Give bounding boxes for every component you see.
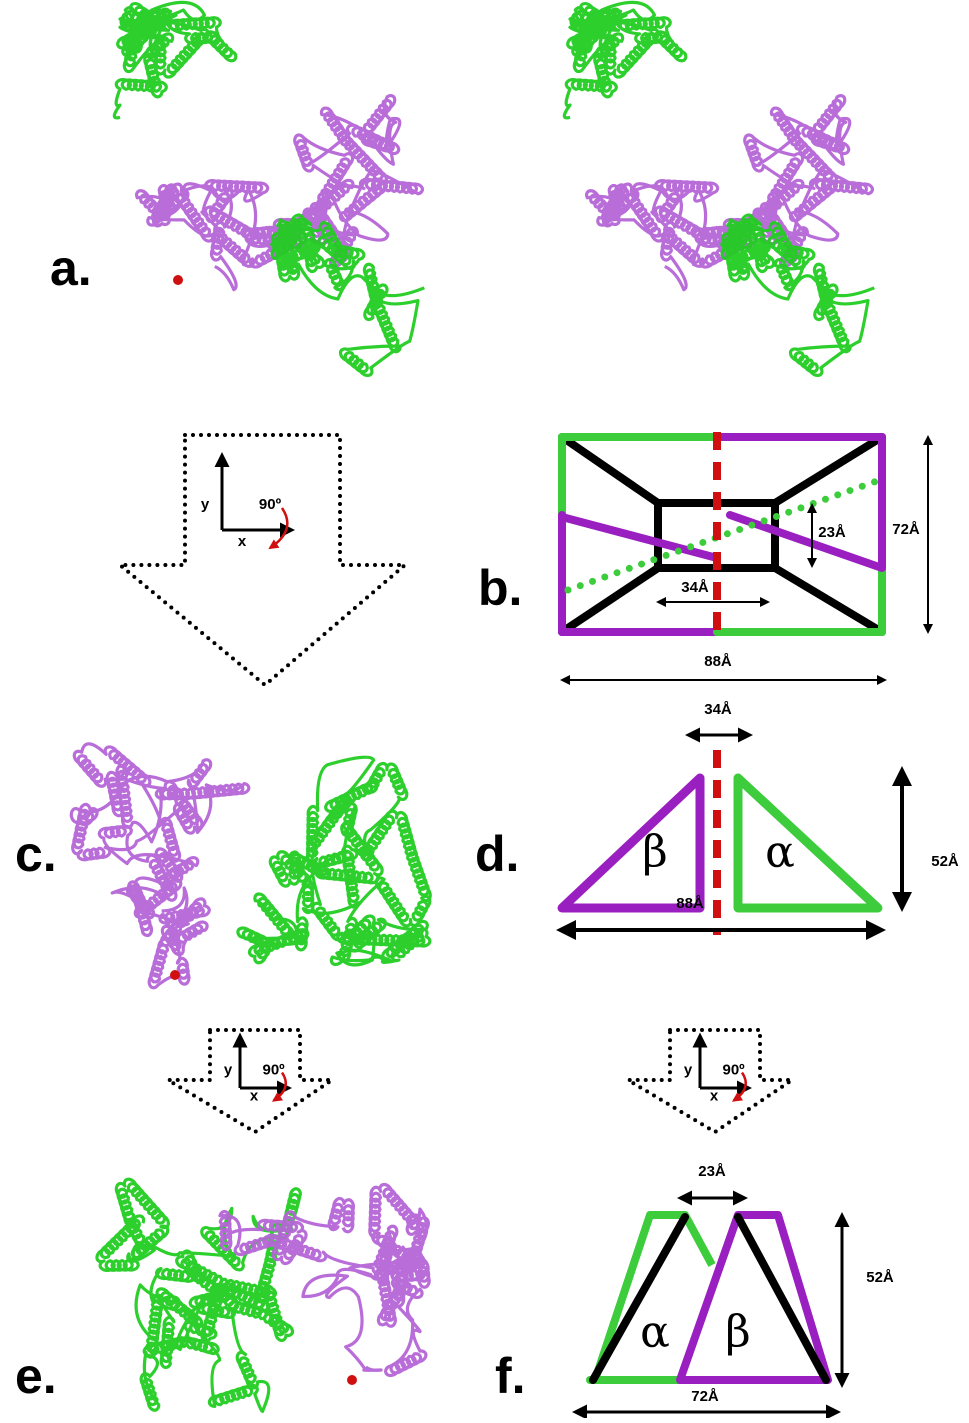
label: c. [15, 826, 57, 882]
label: β [642, 827, 667, 878]
rotation-arrow-outline [628, 1030, 792, 1132]
protein-ribbon [114, 2, 235, 117]
beta-subunit [562, 778, 700, 908]
label: 72Å [892, 521, 920, 538]
label: e. [15, 1348, 57, 1404]
label: α [640, 1307, 670, 1358]
line [562, 517, 717, 558]
label: 88Å [676, 895, 704, 912]
figure: a.b.c.d.e.f.yx90ºyx90ºyx90º23Å72Å34Å88Åβ… [0, 0, 969, 1418]
label: 90º [259, 496, 282, 513]
line [562, 437, 658, 503]
rotation-indicator [270, 508, 287, 548]
label: d. [475, 826, 519, 882]
label: 52Å [931, 853, 959, 870]
rotation-arrow-outline [120, 435, 405, 685]
protein-ribbon [220, 1184, 429, 1375]
alpha-subunit [738, 778, 878, 908]
protein-ribbon [238, 757, 430, 965]
label: x [710, 1087, 719, 1104]
label: 72Å [691, 1388, 719, 1405]
label: 34Å [704, 701, 732, 718]
protein-ribbon [71, 744, 248, 988]
atom [173, 275, 183, 285]
label: b. [478, 560, 522, 616]
label: y [201, 496, 210, 513]
atom [170, 970, 180, 980]
label: a. [50, 240, 92, 296]
label: 52Å [866, 1269, 894, 1286]
line [775, 568, 882, 632]
label: 90º [723, 1061, 746, 1078]
label: β [725, 1307, 750, 1358]
rotation-arrow-outline [168, 1030, 332, 1132]
label: α [765, 827, 795, 878]
label: f. [495, 1348, 526, 1404]
protein-ribbon [97, 1179, 300, 1411]
label: 23Å [698, 1163, 726, 1180]
line [775, 437, 882, 503]
label: 23Å [818, 524, 846, 541]
label: x [238, 533, 247, 550]
label: y [684, 1061, 693, 1078]
atom [347, 1375, 357, 1385]
label: 88Å [704, 653, 732, 670]
protein-ribbon [564, 2, 685, 117]
label: 90º [263, 1061, 286, 1078]
line [562, 568, 658, 632]
label: x [250, 1087, 259, 1104]
label: y [224, 1061, 233, 1078]
label: 34Å [681, 579, 709, 596]
